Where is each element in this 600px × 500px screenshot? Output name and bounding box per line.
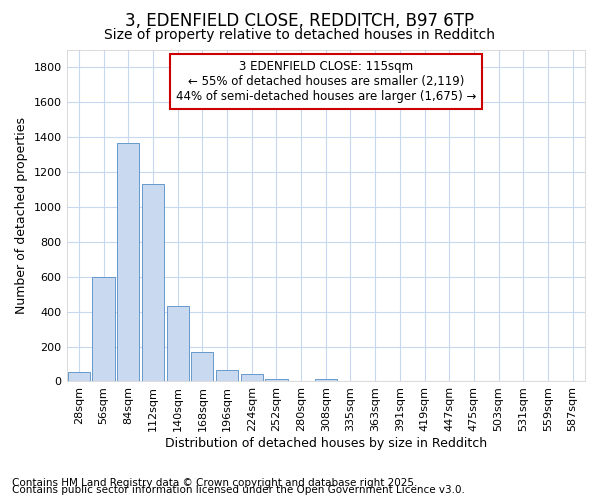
- Bar: [117, 144, 139, 382]
- Text: 3, EDENFIELD CLOSE, REDDITCH, B97 6TP: 3, EDENFIELD CLOSE, REDDITCH, B97 6TP: [125, 12, 475, 30]
- Bar: [216, 370, 238, 382]
- Text: Size of property relative to detached houses in Redditch: Size of property relative to detached ho…: [104, 28, 496, 42]
- Bar: [167, 306, 189, 382]
- Bar: [92, 277, 115, 382]
- Bar: [191, 352, 214, 382]
- Bar: [142, 184, 164, 382]
- Bar: [314, 379, 337, 382]
- X-axis label: Distribution of detached houses by size in Redditch: Distribution of detached houses by size …: [165, 437, 487, 450]
- Bar: [265, 379, 287, 382]
- Bar: [241, 374, 263, 382]
- Text: 3 EDENFIELD CLOSE: 115sqm
← 55% of detached houses are smaller (2,119)
44% of se: 3 EDENFIELD CLOSE: 115sqm ← 55% of detac…: [176, 60, 476, 103]
- Text: Contains HM Land Registry data © Crown copyright and database right 2025.: Contains HM Land Registry data © Crown c…: [12, 478, 418, 488]
- Text: Contains public sector information licensed under the Open Government Licence v3: Contains public sector information licen…: [12, 485, 465, 495]
- Bar: [68, 372, 90, 382]
- Y-axis label: Number of detached properties: Number of detached properties: [15, 117, 28, 314]
